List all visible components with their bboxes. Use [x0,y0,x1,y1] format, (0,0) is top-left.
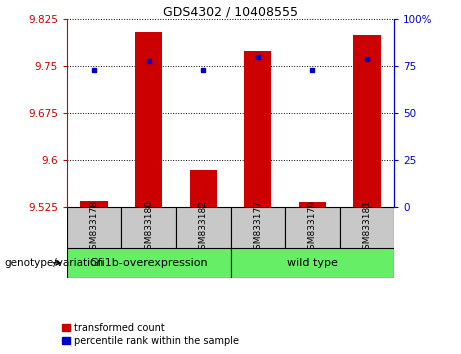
Text: GSM833180: GSM833180 [144,200,153,255]
Text: GSM833181: GSM833181 [362,200,372,255]
Text: GSM833182: GSM833182 [199,200,208,255]
Text: wild type: wild type [287,258,338,268]
Text: Gfi1b-overexpression: Gfi1b-overexpression [89,258,208,268]
Bar [285,207,340,248]
Legend: transformed count, percentile rank within the sample: transformed count, percentile rank withi… [63,323,239,346]
Bar [67,248,230,278]
Bar [299,202,326,207]
Bar [67,207,121,248]
Text: GSM833179: GSM833179 [308,200,317,255]
Bar [230,248,394,278]
Bar [353,35,380,207]
Text: genotype/variation: genotype/variation [5,258,104,268]
Bar [189,170,217,207]
Text: GSM833177: GSM833177 [253,200,262,255]
Bar [81,201,108,207]
Bar [340,207,394,248]
Bar [176,207,230,248]
Bar [244,51,272,207]
Bar [135,32,162,207]
Bar [230,207,285,248]
Title: GDS4302 / 10408555: GDS4302 / 10408555 [163,5,298,18]
Bar [121,207,176,248]
Text: GSM833178: GSM833178 [89,200,99,255]
